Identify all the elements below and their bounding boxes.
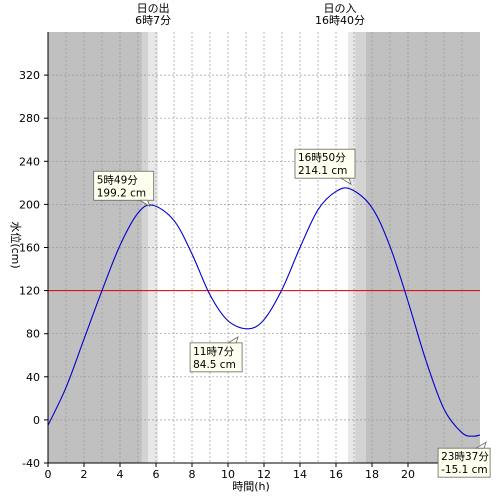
callout-level: 84.5 cm <box>193 359 236 371</box>
callout-pointer <box>138 199 151 208</box>
y-axis-label: 水位(cm) <box>9 221 23 268</box>
callout-level: 214.1 cm <box>298 165 347 177</box>
night-band <box>366 32 480 463</box>
callout-level: 199.2 cm <box>97 187 146 199</box>
y-tick-label: 40 <box>26 371 40 384</box>
x-axis-label: 時間(h) <box>232 480 270 493</box>
y-tick-label: 0 <box>33 414 40 427</box>
y-tick-label: 200 <box>19 198 40 211</box>
callout-pointer <box>474 441 487 449</box>
y-tick-label: -40 <box>22 457 40 470</box>
y-tick-label: 80 <box>26 328 40 341</box>
y-tick-label: 120 <box>19 285 40 298</box>
x-tick-label: 8 <box>189 468 196 481</box>
sunset-time: 16時40分 <box>315 14 365 27</box>
tide-curve-group <box>47 187 481 437</box>
callout-pointer <box>226 335 239 344</box>
y-tick-label: 160 <box>19 242 40 255</box>
y-tick-label: 240 <box>19 155 40 168</box>
callout-box <box>294 148 356 179</box>
callout-time: 23時37分 <box>441 451 489 463</box>
y-tick-label: 280 <box>19 112 40 125</box>
sunrise-time: 6時7分 <box>135 14 171 27</box>
callout-box <box>437 447 491 478</box>
x-tick-label: 6 <box>153 468 160 481</box>
x-tick-label: 20 <box>401 468 415 481</box>
x-tick-label: 2 <box>81 468 88 481</box>
callout-time: 11時7分 <box>193 346 235 358</box>
callout: 23時37分-15.1 cm <box>437 441 491 478</box>
x-tick-label: 12 <box>257 468 271 481</box>
tick-labels: -40 0 40 80 120 160 200 240 280 320 0 2 4 6 8 10 12 14 16 1… <box>19 69 415 481</box>
x-tick-label: 18 <box>365 468 379 481</box>
callout-time: 5時49分 <box>97 174 139 186</box>
x-tick-label: 16 <box>329 468 343 481</box>
callout-time: 16時50分 <box>298 152 346 164</box>
sunset-title: 日の入 <box>324 2 357 15</box>
sunrise-title: 日の出 <box>137 1 170 15</box>
callout-pointer <box>339 177 352 186</box>
tide-line <box>47 187 481 437</box>
y-tick-label: 320 <box>19 69 40 82</box>
x-tick-label: 0 <box>45 468 52 481</box>
callout-box <box>93 170 155 201</box>
twilight-band <box>348 32 356 463</box>
callout-box <box>189 342 243 373</box>
night-band <box>48 32 142 463</box>
callout-level: -15.1 cm <box>441 464 488 476</box>
x-tick-label: 10 <box>221 468 235 481</box>
x-tick-label: 14 <box>293 468 307 481</box>
x-tick-label: 4 <box>117 468 124 481</box>
